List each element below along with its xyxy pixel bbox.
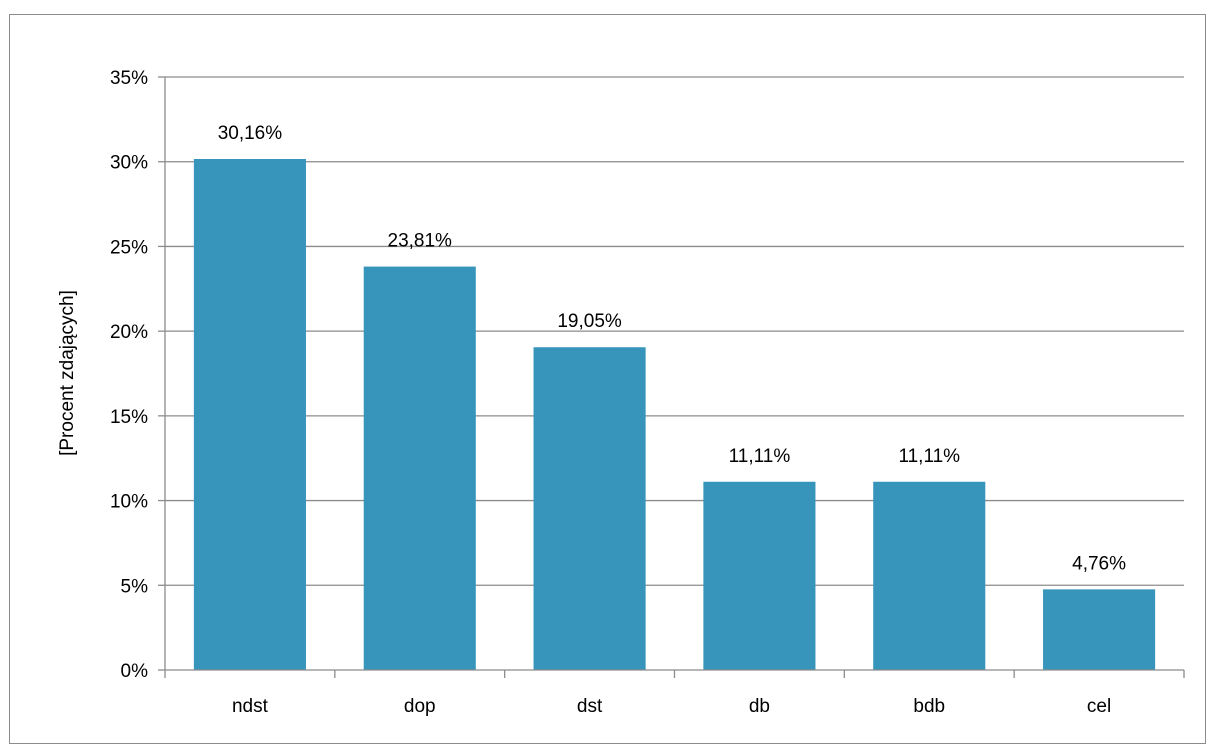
y-axis-ticks: 0% 5% 10% 15% 20% 25% 30% 35% (110, 68, 166, 682)
y-tick-label: 35% (110, 68, 148, 89)
y-axis-title: [Procent zdających] (57, 290, 78, 456)
x-axis (164, 669, 1185, 678)
data-label-dst: 19,05% (557, 311, 622, 332)
y-tick-label: 25% (110, 237, 148, 258)
data-label-ndst: 30,16% (218, 123, 283, 144)
data-labels: 30,16% 23,81% 19,05% 11,11% 11,11% 4,76% (218, 123, 1126, 574)
x-category-label: db (749, 696, 770, 717)
x-category-label: bdb (913, 696, 945, 717)
bar-dop (363, 266, 476, 670)
y-tick-label: 5% (121, 576, 149, 597)
bar-dst (533, 347, 646, 670)
y-tick-label: 0% (121, 661, 149, 682)
y-tick-label: 15% (110, 407, 148, 428)
x-category-label: cel (1087, 696, 1111, 717)
y-tick-label: 20% (110, 322, 148, 343)
x-category-label: ndst (232, 696, 269, 717)
data-label-bdb: 11,11% (898, 446, 960, 467)
bar-bdb (873, 481, 986, 670)
data-label-cel: 4,76% (1072, 553, 1126, 574)
data-label-dop: 23,81% (388, 231, 453, 252)
bar-db (703, 481, 816, 670)
x-category-label: dst (577, 696, 603, 717)
bars (193, 159, 1156, 671)
bar-ndst (193, 159, 306, 671)
x-axis-categories: ndst dop dst db bdb cel (232, 696, 1111, 717)
y-tick-label: 30% (110, 153, 148, 174)
bar-cel (1043, 589, 1156, 670)
y-tick-label: 10% (110, 492, 148, 513)
gridlines (165, 76, 1184, 586)
x-category-label: dop (404, 696, 436, 717)
data-label-db: 11,11% (729, 446, 791, 467)
